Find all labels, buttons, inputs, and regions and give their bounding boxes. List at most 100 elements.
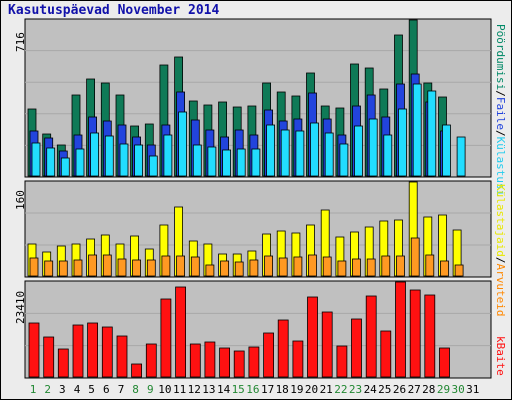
right-label-top: Pöördumisi/Faile/Külastusi (494, 24, 507, 196)
sites-bar (220, 260, 230, 277)
visits-bar (192, 144, 202, 177)
x-tick-label: 16 (246, 383, 260, 396)
visits-bar (280, 129, 290, 177)
sites-bar (352, 258, 361, 277)
kbytes-bar (101, 326, 113, 378)
y-max-top: 716 (14, 32, 27, 52)
x-tick-label: 12 (187, 383, 201, 396)
sites-bar (381, 255, 391, 277)
x-tick-label: 6 (102, 383, 110, 396)
legend-text: Arvuteid (494, 263, 507, 317)
sites-bar (293, 256, 303, 277)
visits-bar (266, 124, 276, 177)
x-tick-label: 8 (132, 383, 139, 396)
visits-bar (456, 136, 466, 177)
visits-bar (75, 148, 85, 177)
visits-bar (398, 108, 407, 177)
visits-bar (324, 132, 334, 177)
legend-text: Faile (494, 96, 507, 130)
kbytes-bar (307, 296, 318, 378)
visits-bar (46, 147, 56, 177)
x-tick-label: 9 (146, 383, 154, 396)
sites-bar (249, 259, 259, 277)
visits-bar (119, 143, 129, 177)
visits-bar (295, 130, 305, 177)
sites-bar (410, 237, 420, 277)
sites-bar (396, 255, 405, 277)
sites-bar (337, 260, 347, 277)
visits-bar (148, 155, 158, 177)
visits-bar (442, 124, 451, 177)
kbytes-bar (292, 340, 304, 378)
visits-bar (383, 134, 393, 177)
legend-text: / (494, 90, 507, 97)
kbytes-bar (439, 347, 450, 378)
visits-bar (339, 143, 349, 177)
kbytes-bar (160, 298, 172, 378)
kbytes-bar (189, 343, 201, 378)
visits-bar (427, 90, 437, 177)
right-label-bottom: kBaite (494, 336, 507, 376)
kbytes-bar (28, 322, 40, 378)
kbytes-bar (336, 345, 348, 378)
visits-bar (90, 132, 99, 177)
x-tick-label: 17 (260, 383, 275, 396)
kbytes-bar (351, 318, 362, 378)
kbytes-bar (43, 336, 55, 378)
x-tick-label: 14 (216, 383, 231, 396)
sites-bar (190, 256, 200, 277)
x-tick-label: 11 (172, 383, 187, 396)
x-tick-label: 4 (73, 383, 81, 396)
x-tick-label: 10 (158, 383, 172, 396)
x-tick-label: 2 (44, 383, 51, 396)
kbytes-bar (409, 289, 421, 378)
visits-bar (222, 149, 232, 177)
sites-bar (146, 259, 156, 277)
x-tick-label: 23 (348, 383, 363, 396)
kbytes-bar (175, 286, 187, 378)
kbytes-bar (277, 319, 289, 378)
x-tick-label: 26 (392, 383, 407, 396)
x-tick-label: 3 (58, 383, 66, 396)
visits-bar (354, 125, 363, 177)
kbytes-bar (424, 294, 436, 378)
kbytes-bar (380, 330, 392, 378)
kbytes-bar (57, 348, 69, 378)
sites-bar (234, 261, 244, 277)
kbytes-bar (145, 343, 157, 378)
x-tick-label: 29 (436, 383, 451, 396)
x-tick-label: 25 (378, 383, 392, 396)
kbytes-bar (204, 341, 216, 378)
chart-title: Kasutuspäevad November 2014 (8, 3, 220, 18)
sites-bar (88, 254, 97, 277)
visits-bar (60, 157, 70, 177)
y-max-middle: 160 (14, 190, 27, 210)
legend-text: kBaite (494, 336, 507, 376)
sites-bar (308, 254, 317, 277)
x-tick-label: 20 (304, 383, 319, 396)
kbytes-bar (248, 346, 260, 378)
visits-bar (236, 148, 246, 177)
kbytes-bar (87, 322, 98, 378)
kbytes-bar (219, 347, 231, 378)
legend-text: / (494, 129, 507, 137)
y-max-bottom: 23410 (14, 290, 27, 324)
sites-bar (322, 256, 332, 277)
sites-bar (264, 255, 274, 277)
x-tick-label: 7 (117, 383, 125, 396)
visits-bar (134, 144, 144, 177)
visits-bar (31, 142, 41, 177)
x-tick-label: 1 (29, 383, 37, 396)
legend-text: Pöördumisi (494, 24, 507, 91)
visits-bar (163, 134, 173, 177)
sites-bar (366, 258, 376, 277)
visits-bar (207, 146, 217, 177)
x-tick-label: 31 (466, 383, 480, 396)
sites-bar (44, 260, 54, 277)
x-tick-label: 5 (88, 383, 95, 396)
sites-bar (132, 259, 142, 277)
visits-bar (251, 148, 261, 177)
legend-text: Külastajaid (494, 184, 507, 257)
sites-bar (205, 264, 215, 277)
